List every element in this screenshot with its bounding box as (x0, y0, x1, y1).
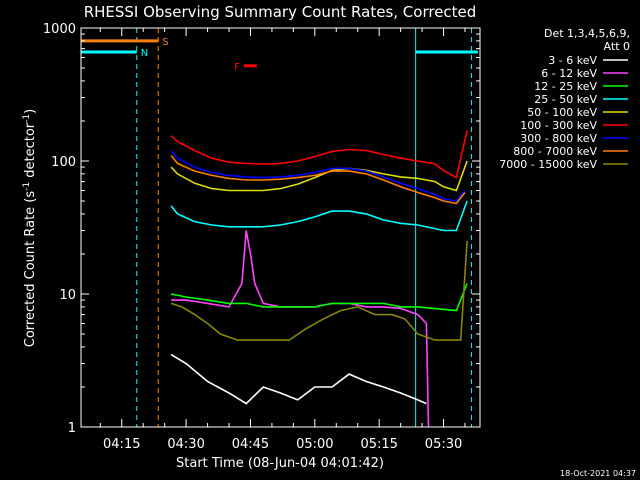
series-line-4 (170, 200, 468, 232)
series-line-3 (170, 283, 468, 312)
legend-label: 3 - 6 keV (548, 54, 597, 67)
x-tick-label: 05:15 (360, 437, 397, 452)
legend-label: 50 - 100 keV (527, 106, 597, 119)
y-axis-label-sup: -1 (22, 182, 32, 191)
legend-label: 12 - 25 keV (534, 80, 597, 93)
series-line-1 (170, 353, 427, 405)
x-axis-label: Start Time (08-Jun-04 04:01:42) (176, 456, 384, 471)
x-tick-label: 04:45 (232, 437, 269, 452)
y-tick-label: 1 (68, 421, 76, 436)
x-tick-label: 05:00 (296, 437, 333, 452)
flag-label-flare: F (234, 62, 240, 73)
legend-label: 6 - 12 keV (541, 67, 597, 80)
chart-title: RHESSI Observing Summary Count Rates, Co… (84, 3, 477, 21)
flag-label-saa: S (162, 37, 168, 48)
plot-frame (80, 27, 481, 428)
x-tick-label: 04:30 (167, 437, 204, 452)
flag-bars: S N F (81, 37, 478, 73)
x-tick-label: 04:15 (103, 437, 140, 452)
y-tick-label: 10 (59, 288, 76, 303)
x-tick-label: 05:30 (425, 437, 462, 452)
legend-header-line1: Det 1,3,4,5,6,9, (544, 27, 630, 40)
legend-label: 800 - 7000 keV (513, 145, 597, 158)
legend-label: 7000 - 15000 keV (499, 158, 597, 171)
generation-timestamp: 18-Oct-2021 04:37 (560, 469, 636, 478)
y-axis: 1 10 100 1000 (43, 22, 480, 436)
series-line-9 (170, 241, 468, 341)
y-axis-label-part: ) (23, 109, 38, 114)
series-layer (170, 130, 468, 428)
y-axis-label-sup: -1 (22, 114, 32, 123)
y-tick-label: 1000 (43, 22, 76, 37)
legend-label: 300 - 800 keV (520, 132, 597, 145)
y-tick-label: 100 (51, 155, 76, 170)
series-line-8 (170, 154, 466, 205)
y-axis-label-part: Corrected Count Rate (s (23, 191, 38, 348)
legend-label: 25 - 50 keV (534, 93, 597, 106)
x-axis: 04:15 04:30 04:45 05:00 05:15 05:30 (99, 28, 466, 452)
flag-label-night: N (141, 48, 148, 59)
legend-header-line2: Att 0 (604, 40, 630, 53)
y-axis-label-part: detector (23, 122, 38, 182)
series-line-6 (170, 130, 468, 179)
legend-label: 100 - 300 keV (520, 119, 597, 132)
series-line-7 (170, 149, 466, 202)
y-axis-label: Corrected Count Rate (s-1 detector-1) (22, 109, 38, 347)
